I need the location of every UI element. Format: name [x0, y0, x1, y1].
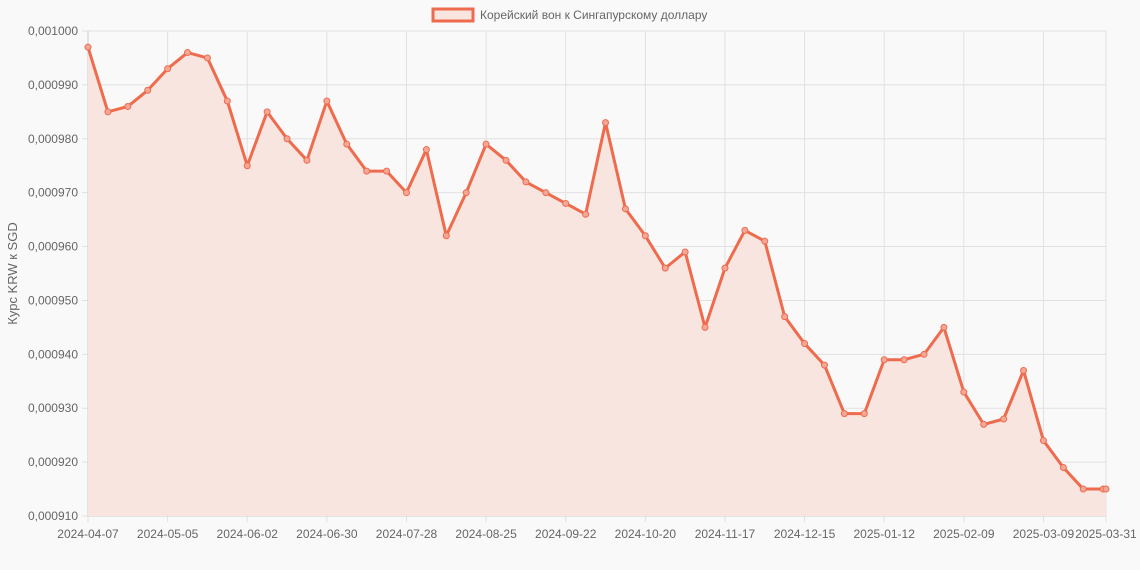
data-point — [960, 388, 968, 396]
x-tick-label: 2024-04-07 — [57, 527, 119, 541]
data-point — [562, 199, 570, 207]
x-axis-ticks: 2024-04-07 2024-05-05 2024-06-02 2024-06-30… — [57, 527, 1137, 541]
data-point — [124, 102, 132, 110]
data-point — [203, 54, 211, 62]
data-point — [860, 410, 868, 418]
y-tick-label: 0,000980 — [28, 132, 78, 146]
x-tick-label: 2025-03-31 — [1075, 527, 1137, 541]
data-point — [402, 189, 410, 197]
data-point — [1020, 367, 1028, 374]
data-point — [1039, 437, 1047, 445]
data-point — [602, 119, 610, 127]
data-point — [621, 205, 629, 213]
x-tick-label: 2024-10-20 — [615, 527, 677, 541]
y-tick-label: 0,000950 — [28, 293, 78, 307]
y-tick-label: 0,000970 — [28, 186, 78, 200]
data-point — [323, 97, 331, 105]
data-point — [223, 97, 231, 105]
data-point — [641, 232, 649, 240]
data-point — [363, 167, 371, 175]
y-tick-label: 0,001000 — [28, 24, 78, 38]
data-point — [880, 356, 888, 364]
data-point — [801, 340, 809, 348]
y-tick-label: 0,000960 — [28, 240, 78, 254]
y-axis-ticks: 0,000910 0,000920 0,000930 0,000940 0,000950… — [28, 24, 78, 523]
x-tick-label: 2024-12-15 — [774, 527, 836, 541]
x-tick-label: 2025-02-09 — [933, 527, 995, 541]
legend[interactable]: Корейский вон к Сингапурскому доллару — [431, 7, 707, 23]
data-point — [104, 108, 112, 116]
data-point — [761, 237, 769, 245]
data-point — [1079, 485, 1087, 493]
data-point — [1000, 415, 1008, 423]
data-point — [820, 361, 828, 369]
data-point — [542, 189, 550, 197]
data-point — [721, 264, 729, 272]
area-fill-layer — [88, 47, 1106, 517]
data-point — [980, 420, 988, 428]
data-point — [84, 43, 92, 51]
data-point — [741, 226, 749, 234]
x-tick-label: 2024-11-17 — [695, 527, 756, 541]
x-tick-label: 2025-03-09 — [1013, 527, 1075, 541]
legend-label[interactable]: Корейский вон к Сингапурскому доллару — [480, 8, 707, 22]
data-point — [303, 156, 311, 164]
data-point — [263, 108, 271, 116]
data-point — [900, 356, 908, 364]
x-tick-label: 2024-06-02 — [217, 527, 279, 541]
data-point — [243, 162, 251, 170]
data-point — [1059, 464, 1067, 471]
data-point — [1102, 485, 1110, 493]
y-tick-label: 0,000940 — [28, 347, 78, 361]
x-tick-label: 2024-05-05 — [137, 527, 199, 541]
x-tick-label: 2024-06-30 — [296, 527, 358, 541]
y-axis-title: Курс KRW к SGD — [5, 222, 20, 324]
data-point — [840, 410, 848, 418]
y-tick-label: 0,000990 — [28, 78, 78, 92]
legend-swatch[interactable] — [431, 7, 475, 23]
x-tick-label: 2024-08-25 — [455, 527, 517, 541]
x-tick-label: 2024-09-22 — [535, 527, 597, 541]
data-point — [144, 86, 152, 94]
x-tick-label: 2024-07-28 — [376, 527, 438, 541]
y-tick-label: 0,000930 — [28, 401, 78, 415]
y-tick-label: 0,000920 — [28, 455, 78, 469]
data-point — [462, 189, 470, 197]
data-point — [781, 313, 789, 321]
data-point — [383, 167, 391, 175]
data-point — [422, 146, 430, 154]
data-point — [343, 140, 351, 148]
data-point — [582, 210, 590, 218]
data-point — [482, 140, 490, 148]
data-point — [164, 65, 172, 73]
data-point — [661, 264, 669, 272]
data-point — [522, 178, 530, 186]
series-area — [88, 47, 1106, 517]
data-point — [502, 156, 510, 164]
data-point — [920, 350, 928, 358]
data-point — [701, 323, 709, 331]
data-points-layer — [84, 43, 1110, 493]
data-point — [184, 49, 192, 57]
y-tick-label: 0,000910 — [28, 509, 78, 523]
data-point — [940, 323, 948, 331]
data-point — [283, 135, 291, 143]
data-point — [442, 232, 450, 240]
x-tick-label: 2025-01-12 — [854, 527, 916, 541]
data-point — [681, 248, 689, 256]
